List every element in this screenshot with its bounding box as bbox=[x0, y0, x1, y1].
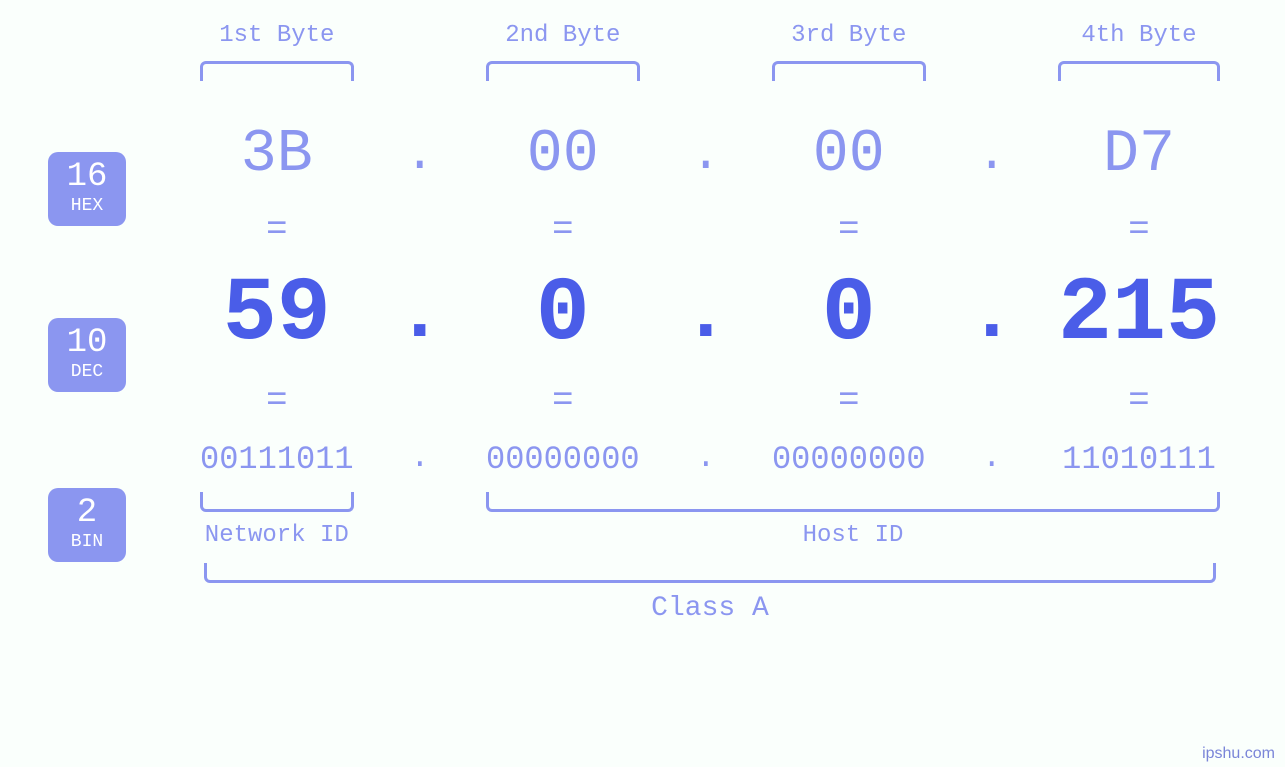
byte-header-2: 2nd Byte bbox=[486, 0, 640, 55]
hex-byte-2: 00 bbox=[486, 81, 640, 199]
watermark: ipshu.com bbox=[1202, 745, 1275, 763]
badge-bin: 2 BIN bbox=[48, 488, 126, 562]
hex-dot: . bbox=[926, 97, 1058, 184]
badge-bin-label: BIN bbox=[48, 532, 126, 552]
badge-hex-base: 16 bbox=[48, 160, 126, 194]
bin-dot: . bbox=[926, 439, 1058, 476]
byte-header-3: 3rd Byte bbox=[772, 0, 926, 55]
network-bracket bbox=[200, 492, 354, 512]
equals-icon: = bbox=[1058, 370, 1220, 431]
equals-icon: = bbox=[200, 370, 354, 431]
equals-icon: = bbox=[200, 199, 354, 260]
dec-byte-1: 59 bbox=[200, 260, 354, 370]
badge-dec-base: 10 bbox=[48, 326, 126, 360]
badge-dec: 10 DEC bbox=[48, 318, 126, 392]
hex-byte-3: 00 bbox=[772, 81, 926, 199]
bin-dot: . bbox=[354, 439, 486, 476]
dec-dot: . bbox=[640, 270, 772, 361]
bin-byte-1: 00111011 bbox=[200, 431, 354, 484]
hex-byte-4: D7 bbox=[1058, 81, 1220, 199]
dec-byte-4: 215 bbox=[1058, 260, 1220, 370]
dec-dot: . bbox=[354, 270, 486, 361]
dec-byte-2: 0 bbox=[486, 260, 640, 370]
hex-dot: . bbox=[354, 97, 486, 184]
badge-bin-base: 2 bbox=[48, 496, 126, 530]
top-bracket bbox=[1058, 61, 1220, 81]
top-bracket bbox=[200, 61, 354, 81]
top-bracket bbox=[772, 61, 926, 81]
bin-byte-4: 11010111 bbox=[1058, 431, 1220, 484]
equals-icon: = bbox=[486, 370, 640, 431]
hex-byte-1: 3B bbox=[200, 81, 354, 199]
hex-dot: . bbox=[640, 97, 772, 184]
equals-icon: = bbox=[772, 199, 926, 260]
badge-hex-label: HEX bbox=[48, 196, 126, 216]
bin-byte-3: 00000000 bbox=[772, 431, 926, 484]
dec-dot: . bbox=[926, 270, 1058, 361]
network-id-label: Network ID bbox=[200, 512, 354, 555]
bin-byte-2: 00000000 bbox=[486, 431, 640, 484]
equals-icon: = bbox=[486, 199, 640, 260]
equals-icon: = bbox=[772, 370, 926, 431]
class-label: Class A bbox=[200, 583, 1220, 630]
badge-hex: 16 HEX bbox=[48, 152, 126, 226]
byte-header-4: 4th Byte bbox=[1058, 0, 1220, 55]
bin-dot: . bbox=[640, 439, 772, 476]
host-id-label: Host ID bbox=[486, 512, 1220, 555]
equals-icon: = bbox=[1058, 199, 1220, 260]
top-bracket bbox=[486, 61, 640, 81]
class-bracket bbox=[204, 563, 1216, 583]
dec-byte-3: 0 bbox=[772, 260, 926, 370]
badge-dec-label: DEC bbox=[48, 362, 126, 382]
host-bracket bbox=[486, 492, 1220, 512]
ip-grid: 1st Byte 2nd Byte 3rd Byte 4th Byte 3B .… bbox=[200, 0, 1220, 630]
byte-header-1: 1st Byte bbox=[200, 0, 354, 55]
